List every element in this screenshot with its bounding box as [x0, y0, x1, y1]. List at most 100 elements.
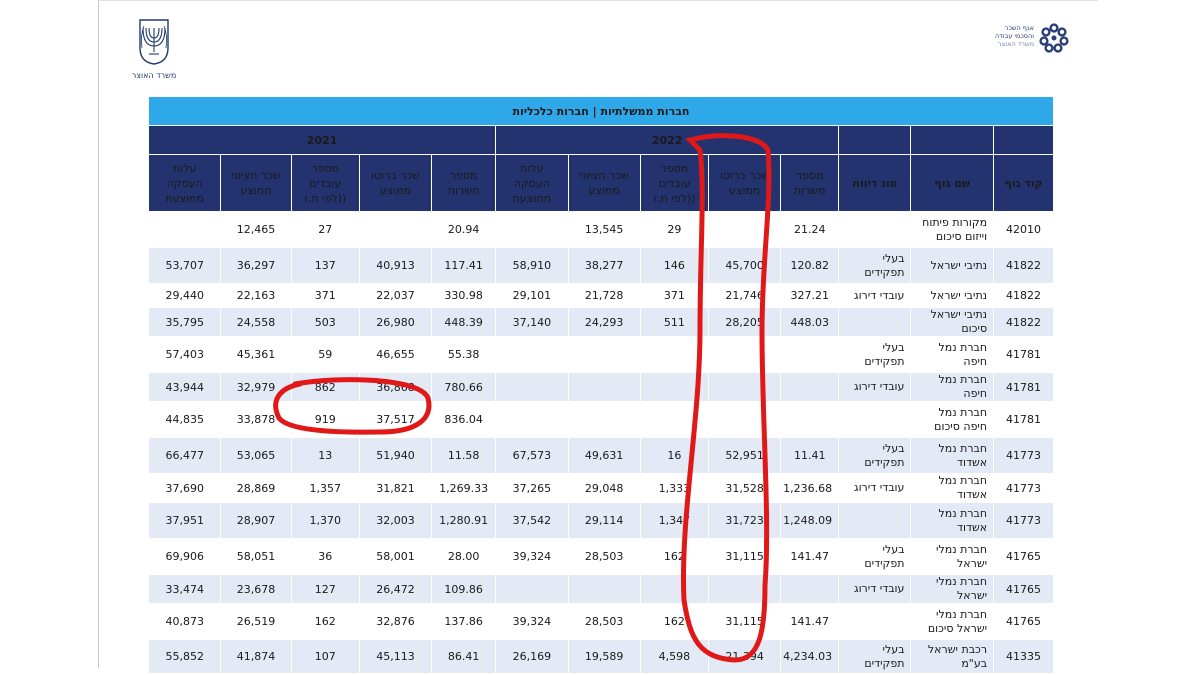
- body-name-cell: חברת נמלי ישראל: [910, 538, 995, 575]
- value-cell: 31,115: [707, 538, 782, 575]
- column-header: מספר משרות: [780, 154, 840, 212]
- report-type-cell: עובדי דירוג: [838, 574, 912, 604]
- table-row: 41822 נתיבי ישראל עובדי דירוג 327.21 21,746 3…: [147, 283, 1054, 308]
- column-header: מספר משרות: [431, 154, 497, 212]
- value-cell: 49,631: [567, 437, 641, 474]
- report-type-cell: עובדי דירוג: [838, 372, 912, 402]
- body-code-cell: 41335: [993, 639, 1054, 674]
- right-logo-line-3: משרד האוצר: [997, 40, 1034, 48]
- body-name-cell: חברת נמל חיפה סיכום: [910, 401, 995, 438]
- table-row: 41765 חברת נמלי ישראל בעלי תפקידים 141.47 31…: [147, 538, 1054, 575]
- column-header: קוד גוף: [993, 154, 1054, 212]
- value-cell: 27: [290, 211, 360, 248]
- report-type-cell: עובדי דירוג: [838, 283, 912, 308]
- year-2021-header: 2021: [147, 125, 497, 155]
- value-cell: 28,503: [567, 603, 641, 640]
- value-cell: 41,874: [220, 639, 292, 674]
- report-type-cell: [838, 211, 912, 248]
- value-cell: 36: [290, 538, 360, 575]
- value-cell: 35,795: [147, 307, 222, 337]
- value-cell: 37,140: [495, 307, 569, 337]
- value-cell: 67,573: [495, 437, 569, 474]
- value-cell: 31,115: [707, 603, 782, 640]
- value-cell: 371: [290, 283, 360, 308]
- value-cell: 26,519: [220, 603, 292, 640]
- column-header: מספר עובדים ((לפי ת.ז: [290, 154, 360, 212]
- body-code-cell: 41773: [993, 502, 1054, 539]
- value-cell: [639, 372, 709, 402]
- body-name-cell: חברת נמל חיפה: [910, 336, 995, 373]
- body-code-cell: 41822: [993, 283, 1054, 308]
- value-cell: 107: [290, 639, 360, 674]
- value-cell: 448.03: [780, 307, 840, 337]
- value-cell: 21,394: [707, 639, 782, 674]
- page-left-edge: [98, 0, 99, 668]
- body-code-cell: 41773: [993, 473, 1054, 503]
- value-cell: 127: [290, 574, 360, 604]
- value-cell: 23,678: [220, 574, 292, 604]
- value-cell: 162: [639, 603, 709, 640]
- body-name-cell: נתיבי ישראל סיכום: [910, 307, 995, 337]
- body-code-cell: 41765: [993, 538, 1054, 575]
- report-type-cell: בעלי תפקידים: [838, 437, 912, 474]
- value-cell: 330.98: [431, 283, 497, 308]
- year-blank-cell: [838, 125, 912, 155]
- value-cell: 448.39: [431, 307, 497, 337]
- value-cell: [780, 574, 840, 604]
- value-cell: [567, 336, 641, 373]
- body-name-cell: נתיבי ישראל: [910, 283, 995, 308]
- value-cell: 38,277: [567, 247, 641, 284]
- value-cell: 53,707: [147, 247, 222, 284]
- value-cell: 26,472: [358, 574, 433, 604]
- body-code-cell: 41773: [993, 437, 1054, 474]
- body-name-cell: חברת נמל אשדוד: [910, 502, 995, 539]
- value-cell: [707, 401, 782, 438]
- value-cell: 162: [639, 538, 709, 575]
- report-type-cell: [838, 603, 912, 640]
- column-header: עלות העסקה ממוצעת: [147, 154, 222, 212]
- value-cell: 32,003: [358, 502, 433, 539]
- table-row: 41822 נתיבי ישראל בעלי תפקידים 120.82 45,700…: [147, 247, 1054, 284]
- value-cell: 40,913: [358, 247, 433, 284]
- value-cell: 26,980: [358, 307, 433, 337]
- ministry-of-finance-logo: משרד האוצר: [130, 18, 178, 82]
- value-cell: 137.86: [431, 603, 497, 640]
- value-cell: 37,951: [147, 502, 222, 539]
- value-cell: 28,907: [220, 502, 292, 539]
- column-header: שכר חציוני ממוצע: [567, 154, 641, 212]
- value-cell: [495, 574, 569, 604]
- table-row: 41765 חברת נמלי ישראל סיכום 141.47 31,115 16…: [147, 603, 1054, 640]
- value-cell: 55,852: [147, 639, 222, 674]
- value-cell: 29,048: [567, 473, 641, 503]
- value-cell: 11.58: [431, 437, 497, 474]
- value-cell: 862: [290, 372, 360, 402]
- value-cell: 19,589: [567, 639, 641, 674]
- value-cell: 780.66: [431, 372, 497, 402]
- value-cell: 24,558: [220, 307, 292, 337]
- value-cell: 120.82: [780, 247, 840, 284]
- value-cell: 33,878: [220, 401, 292, 438]
- value-cell: 37,517: [358, 401, 433, 438]
- page-top-edge: [98, 0, 1098, 1]
- report-type-cell: בעלי תפקידים: [838, 639, 912, 674]
- value-cell: [495, 211, 569, 248]
- value-cell: 1,347: [639, 502, 709, 539]
- value-cell: 24,293: [567, 307, 641, 337]
- value-cell: [780, 336, 840, 373]
- body-code-cell: 41781: [993, 401, 1054, 438]
- value-cell: [495, 401, 569, 438]
- wage-division-logo: אגף השכר והסכמי עבודה משרד האוצר: [988, 22, 1072, 56]
- value-cell: 1,333: [639, 473, 709, 503]
- value-cell: 53,065: [220, 437, 292, 474]
- value-cell: 13: [290, 437, 360, 474]
- value-cell: 58,051: [220, 538, 292, 575]
- menorah-emblem-icon: [139, 19, 169, 65]
- value-cell: [147, 211, 222, 248]
- value-cell: [358, 211, 433, 248]
- value-cell: [707, 211, 782, 248]
- value-cell: 511: [639, 307, 709, 337]
- value-cell: [707, 574, 782, 604]
- value-cell: 12,465: [220, 211, 292, 248]
- value-cell: 21,746: [707, 283, 782, 308]
- column-header: שם גוף: [910, 154, 995, 212]
